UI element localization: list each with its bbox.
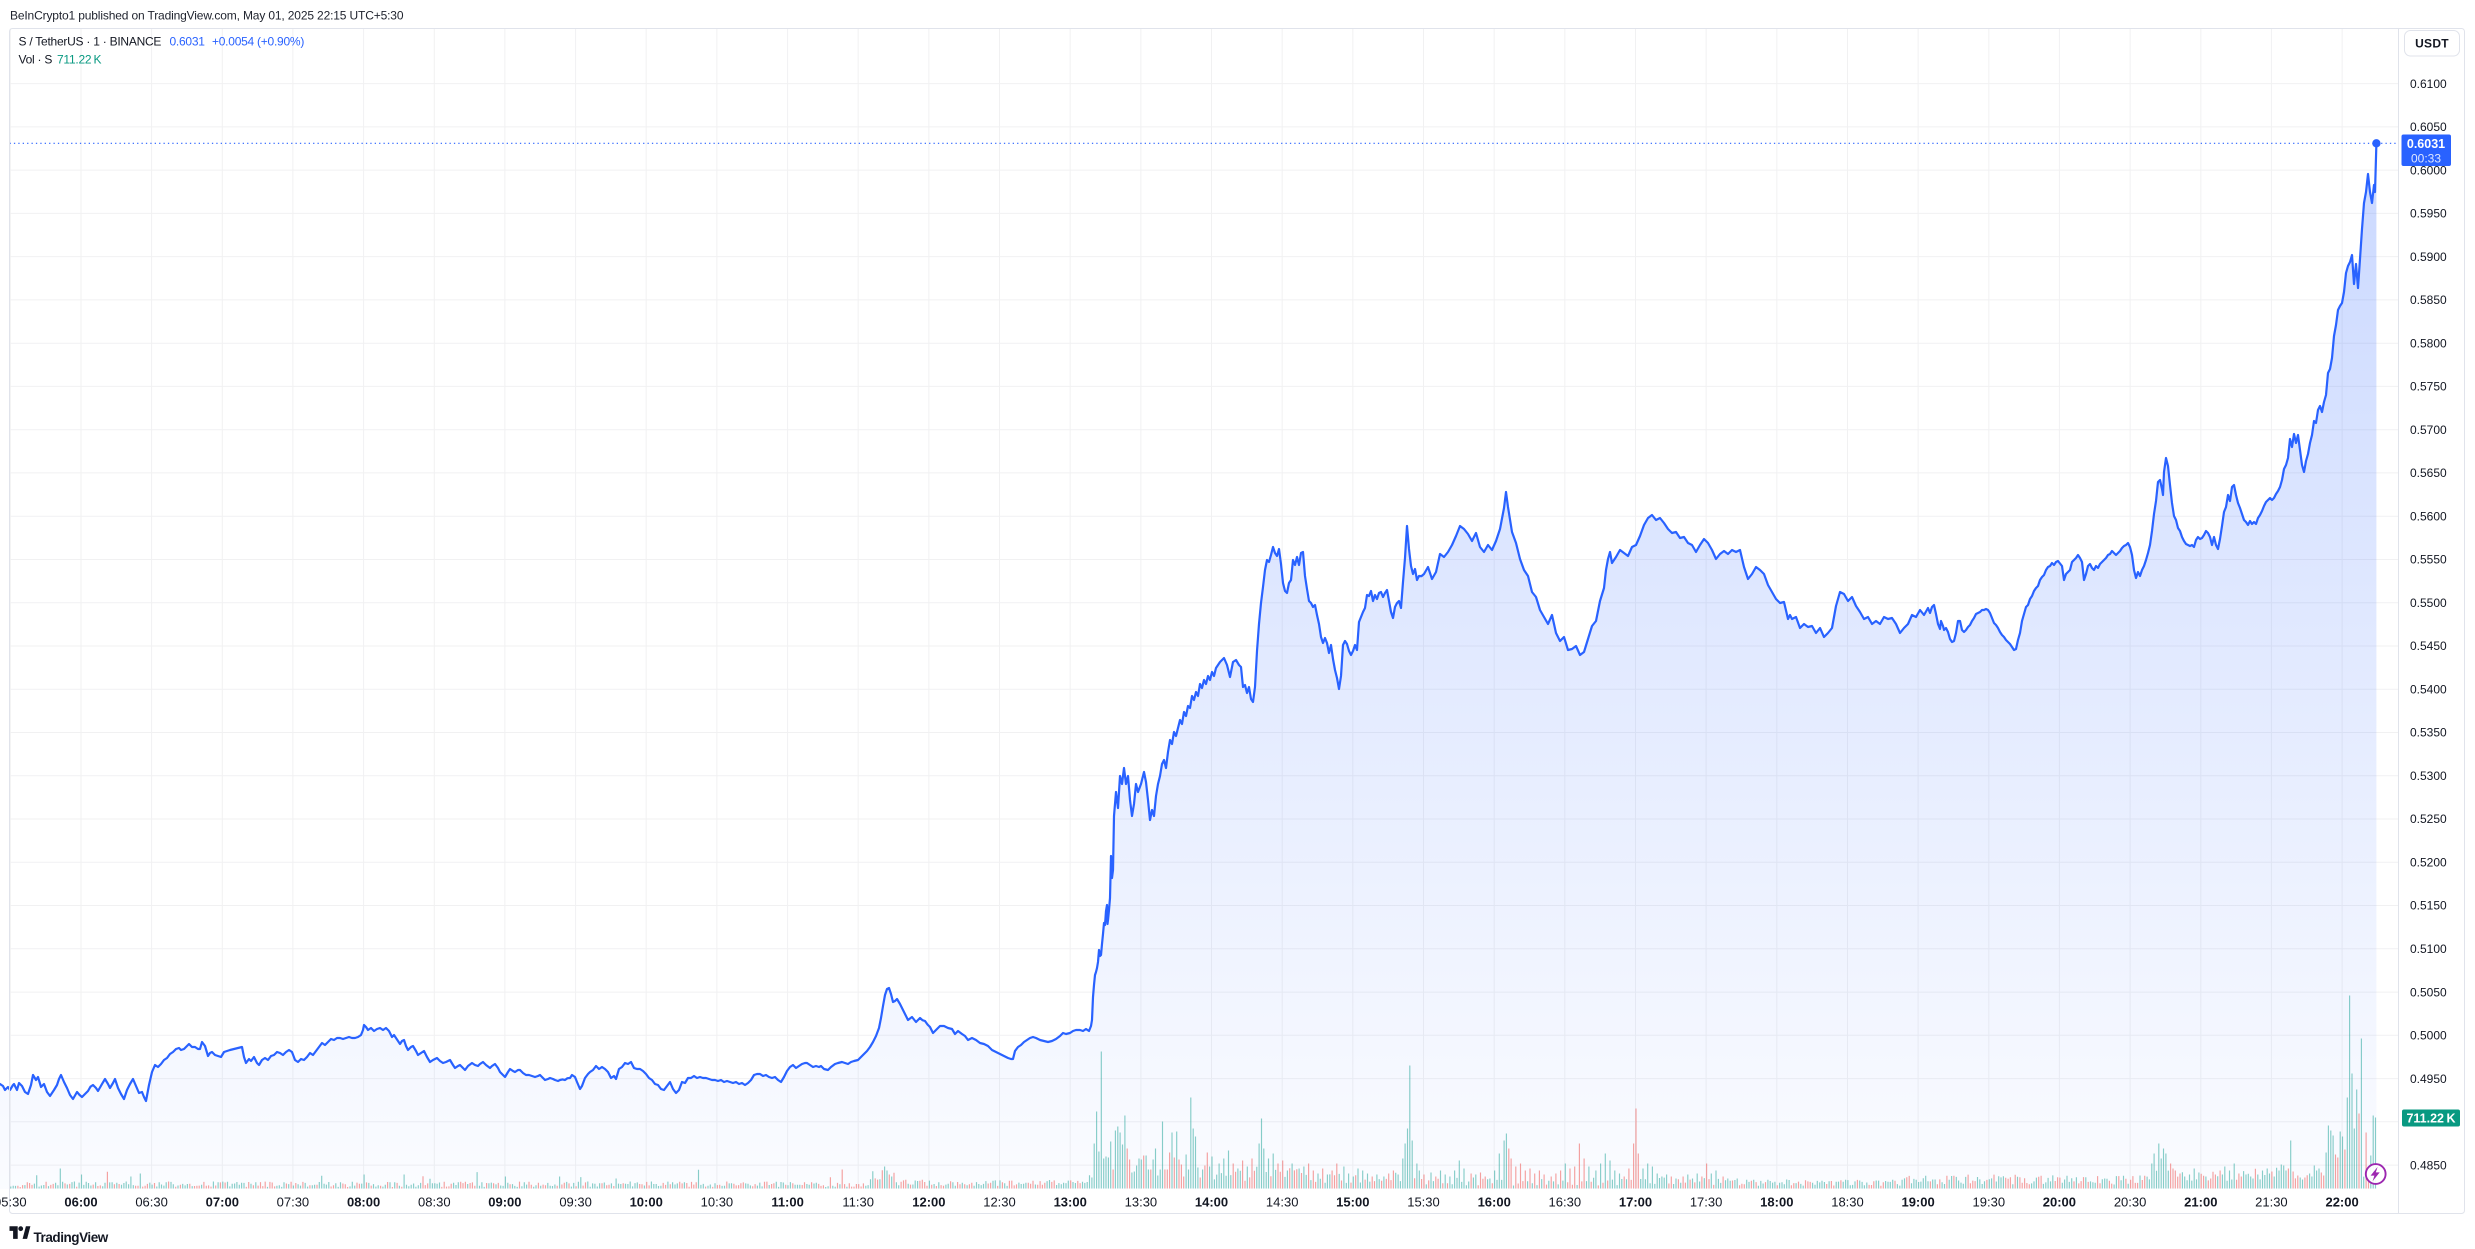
svg-text:0.5650: 0.5650	[2410, 466, 2447, 480]
svg-text:0.5450: 0.5450	[2410, 639, 2447, 653]
svg-text:16:30: 16:30	[1549, 1195, 1582, 1210]
svg-text:10:30: 10:30	[701, 1195, 734, 1210]
svg-text:0.5050: 0.5050	[2410, 985, 2447, 999]
svg-text:22:00: 22:00	[2325, 1195, 2358, 1210]
svg-text:08:00: 08:00	[347, 1195, 380, 1210]
svg-text:11:30: 11:30	[842, 1195, 874, 1210]
svg-text:0.4850: 0.4850	[2410, 1158, 2447, 1172]
svg-text:17:00: 17:00	[1619, 1195, 1652, 1210]
svg-text:0.5250: 0.5250	[2410, 812, 2447, 826]
svg-text:USDT: USDT	[2415, 37, 2449, 51]
svg-text:BeInCrypto1 published on Tradi: BeInCrypto1 published on TradingView.com…	[10, 9, 404, 23]
svg-text:0.5900: 0.5900	[2410, 250, 2447, 264]
svg-text:+0.0054 (+0.90%): +0.0054 (+0.90%)	[212, 35, 304, 49]
svg-text:0.5950: 0.5950	[2410, 207, 2447, 221]
svg-text:09:00: 09:00	[488, 1195, 521, 1210]
svg-text:0.5500: 0.5500	[2410, 596, 2447, 610]
svg-text:0.5200: 0.5200	[2410, 856, 2447, 870]
svg-text:07:00: 07:00	[206, 1195, 239, 1210]
svg-text:06:00: 06:00	[64, 1195, 97, 1210]
svg-text:10:00: 10:00	[630, 1195, 663, 1210]
svg-text:06:30: 06:30	[135, 1195, 168, 1210]
svg-text:0.6031: 0.6031	[2407, 137, 2445, 151]
svg-text:13:00: 13:00	[1054, 1195, 1087, 1210]
svg-text:19:30: 19:30	[1973, 1195, 2006, 1210]
svg-text:17:30: 17:30	[1690, 1195, 1723, 1210]
svg-text:0.5750: 0.5750	[2410, 380, 2447, 394]
svg-text:13:30: 13:30	[1125, 1195, 1158, 1210]
svg-text:09:30: 09:30	[559, 1195, 592, 1210]
svg-text:21:30: 21:30	[2255, 1195, 2288, 1210]
svg-text:15:30: 15:30	[1407, 1195, 1440, 1210]
svg-text:20:30: 20:30	[2114, 1195, 2147, 1210]
svg-text:00:33: 00:33	[2411, 152, 2441, 166]
svg-text:0.6000: 0.6000	[2410, 163, 2447, 177]
svg-text:08:30: 08:30	[418, 1195, 451, 1210]
svg-text:20:00: 20:00	[2043, 1195, 2076, 1210]
svg-text:0.4950: 0.4950	[2410, 1072, 2447, 1086]
svg-text:0.5350: 0.5350	[2410, 726, 2447, 740]
svg-text:0.5800: 0.5800	[2410, 336, 2447, 350]
svg-text:711.22 K: 711.22 K	[57, 53, 101, 67]
svg-text:711.22 K: 711.22 K	[2406, 1112, 2455, 1126]
svg-text:0.5100: 0.5100	[2410, 942, 2447, 956]
svg-text:0.5300: 0.5300	[2410, 769, 2447, 783]
svg-text:19:00: 19:00	[1901, 1195, 1934, 1210]
svg-text:07:30: 07:30	[277, 1195, 310, 1210]
svg-text:0.5400: 0.5400	[2410, 682, 2447, 696]
svg-text:S / TetherUS · 1 · BINANCE: S / TetherUS · 1 · BINANCE	[19, 35, 162, 49]
svg-text:0.6031: 0.6031	[170, 35, 206, 49]
svg-text:18:30: 18:30	[1831, 1195, 1864, 1210]
svg-text:0.5700: 0.5700	[2410, 423, 2447, 437]
svg-text:0.6100: 0.6100	[2410, 77, 2447, 91]
svg-text:TradingView: TradingView	[34, 1230, 109, 1245]
svg-text:0.6050: 0.6050	[2410, 120, 2447, 134]
svg-text:0.5550: 0.5550	[2410, 553, 2447, 567]
svg-text:0.5600: 0.5600	[2410, 509, 2447, 523]
svg-text:14:00: 14:00	[1195, 1195, 1228, 1210]
svg-text:16:00: 16:00	[1478, 1195, 1511, 1210]
svg-text:Vol · S: Vol · S	[19, 53, 53, 67]
svg-text:15:00: 15:00	[1336, 1195, 1369, 1210]
svg-text:21:00: 21:00	[2184, 1195, 2217, 1210]
svg-text:11:00: 11:00	[771, 1195, 804, 1210]
svg-text:0.5150: 0.5150	[2410, 899, 2447, 913]
svg-text:14:30: 14:30	[1266, 1195, 1299, 1210]
svg-text:05:30: 05:30	[0, 1195, 27, 1210]
svg-text:12:30: 12:30	[983, 1195, 1016, 1210]
svg-text:0.5000: 0.5000	[2410, 1029, 2447, 1043]
svg-text:12:00: 12:00	[912, 1195, 945, 1210]
svg-text:0.5850: 0.5850	[2410, 293, 2447, 307]
svg-text:18:00: 18:00	[1760, 1195, 1793, 1210]
